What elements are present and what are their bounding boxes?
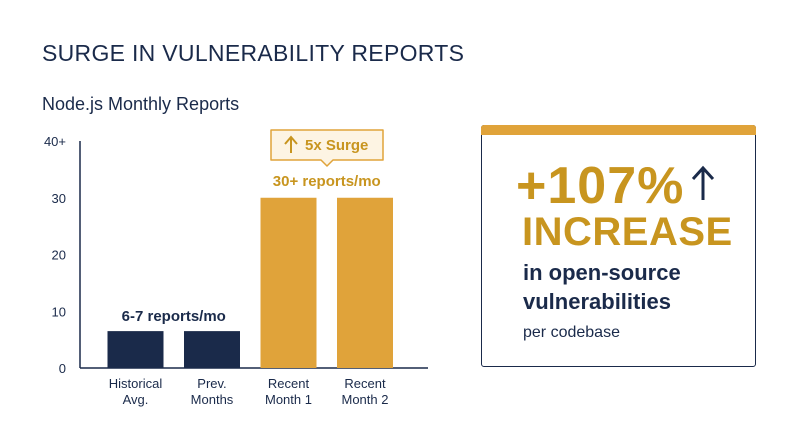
bar bbox=[184, 331, 240, 368]
stat-description-line-1: in open-source bbox=[523, 260, 681, 285]
stat-description: in open-source vulnerabilities bbox=[523, 258, 743, 316]
stat-card: +107% INCREASE in open-source vulnerabil… bbox=[481, 125, 756, 367]
stat-word: INCREASE bbox=[522, 210, 733, 254]
x-category-label: Month 1 bbox=[265, 392, 312, 407]
stat-row: +107% bbox=[516, 160, 716, 212]
surge-callout-text: 5x Surge bbox=[305, 137, 368, 154]
high-bars-data-label: 30+ reports/mo bbox=[273, 173, 381, 190]
surge-callout-box bbox=[270, 129, 384, 167]
y-tick-label: 40+ bbox=[44, 134, 66, 149]
x-category-label: Prev. bbox=[197, 376, 226, 391]
bar bbox=[337, 197, 393, 368]
stat-card-accent-bar bbox=[481, 125, 756, 135]
stat-description-line-2: vulnerabilities bbox=[523, 289, 671, 314]
chart-title: Node.js Monthly Reports bbox=[42, 94, 240, 114]
y-tick-label: 10 bbox=[52, 304, 66, 319]
stat-note: per codebase bbox=[523, 324, 620, 341]
x-category-label: Months bbox=[191, 392, 234, 407]
slide-title: SURGE IN VULNERABILITY REPORTS bbox=[42, 40, 465, 66]
y-tick-label: 20 bbox=[52, 248, 66, 263]
callout-arrow-up-icon-head bbox=[284, 135, 298, 145]
stat-value: +107% bbox=[516, 157, 685, 215]
low-bars-data-label: 6-7 reports/mo bbox=[122, 308, 226, 325]
bar bbox=[260, 197, 317, 368]
x-category-label: Recent bbox=[268, 376, 310, 391]
x-category-label: Month 2 bbox=[342, 392, 389, 407]
y-tick-label: 30 bbox=[52, 191, 66, 206]
y-tick-label: 0 bbox=[59, 361, 66, 376]
x-category-label: Avg. bbox=[123, 392, 149, 407]
x-category-label: Recent bbox=[344, 376, 386, 391]
bar bbox=[107, 331, 164, 368]
x-category-label: Historical bbox=[109, 376, 163, 391]
arrow-up-icon bbox=[690, 164, 716, 209]
